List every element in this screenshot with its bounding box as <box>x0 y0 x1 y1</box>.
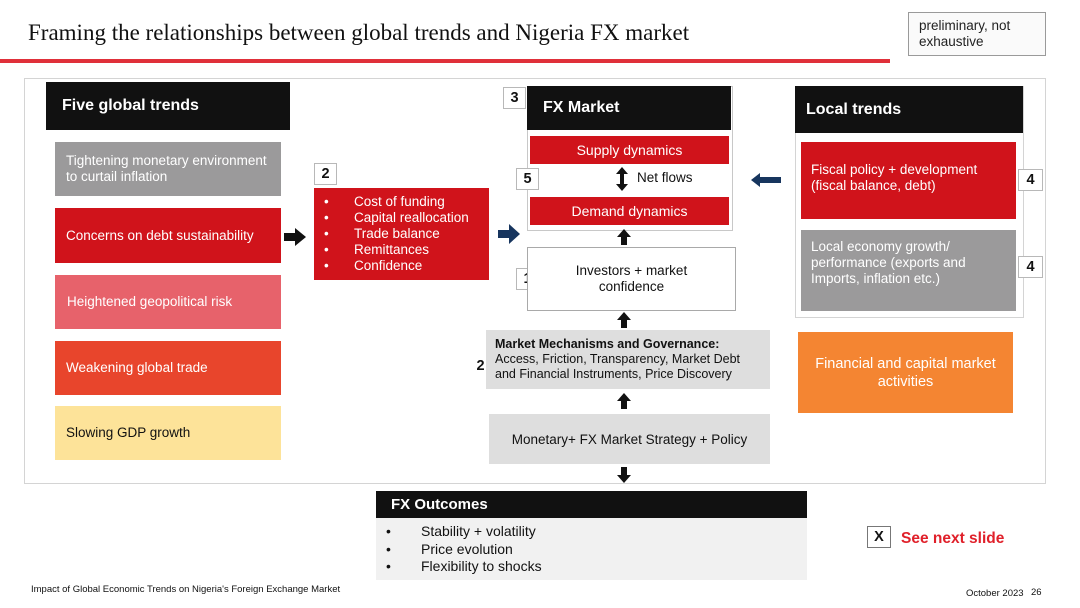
net-flows-label: Net flows <box>637 170 693 185</box>
arrow-up-icon <box>616 311 632 328</box>
fx-outcomes-box: Stability + volatility Price evolution F… <box>376 518 807 580</box>
list-item: Trade balance <box>314 226 489 242</box>
list-item: Confidence <box>314 258 489 274</box>
list-item: Stability + volatility <box>376 523 807 541</box>
footer-date: October 2023 <box>966 588 1024 599</box>
list-item: Remittances <box>314 242 489 258</box>
up-down-arrow-icon <box>614 167 630 191</box>
trend-debt-sustainability: Concerns on debt sustainability <box>55 208 281 263</box>
trend-label: Weakening global trade <box>66 360 208 375</box>
arrow-right-icon <box>496 222 522 246</box>
list-item: Capital reallocation <box>314 210 489 226</box>
title-underline <box>0 59 890 63</box>
arrow-up-icon <box>616 392 632 409</box>
supply-dynamics-box: Supply dynamics <box>530 136 729 164</box>
fiscal-policy-label: Fiscal policy + development (fiscal bala… <box>811 162 978 193</box>
fiscal-number-badge: 4 <box>1018 169 1043 191</box>
local-economy-box: Local economy growth/ performance (expor… <box>801 230 1016 311</box>
outcomes-list: Stability + volatility Price evolution F… <box>376 523 807 576</box>
arrow-down-icon <box>616 466 632 483</box>
global-trends-header: Five global trends <box>46 82 290 130</box>
trend-global-trade: Weakening global trade <box>55 341 281 395</box>
list-item: Price evolution <box>376 541 807 559</box>
arrow-left-icon <box>750 172 782 188</box>
trend-gdp-growth: Slowing GDP growth <box>55 406 281 460</box>
channels-number-badge: 2 <box>314 163 337 185</box>
page-title: Framing the relationships between global… <box>28 20 690 45</box>
fx-market-number-badge: 3 <box>503 87 526 109</box>
local-trends-header: Local trends <box>795 86 1023 133</box>
investors-confidence-box: Investors + market confidence <box>527 247 736 311</box>
local-economy-label: Local economy growth/ performance (expor… <box>811 239 966 286</box>
channels-list: Cost of funding Capital reallocation Tra… <box>314 194 489 274</box>
arrow-right-icon <box>282 226 308 248</box>
page-number: 26 <box>1031 587 1042 598</box>
trend-label: Tightening monetary environment to curta… <box>66 153 267 184</box>
trend-geopolitical-risk: Heightened geopolitical risk <box>55 275 281 329</box>
mechanisms-description: Access, Friction, Transparency, Market D… <box>495 352 740 381</box>
see-next-slide-link[interactable]: See next slide <box>901 530 1005 547</box>
net-flows-number-badge: 5 <box>516 168 539 190</box>
list-item: Flexibility to shocks <box>376 558 807 576</box>
financial-market-box: Financial and capital market activities <box>798 332 1013 413</box>
economy-number-badge: 4 <box>1018 256 1043 278</box>
monetary-policy-box: Monetary+ FX Market Strategy + Policy <box>489 414 770 464</box>
footer-source: Impact of Global Economic Trends on Nige… <box>31 584 341 595</box>
fx-outcomes-header: FX Outcomes <box>376 491 807 518</box>
arrow-up-icon <box>616 228 632 245</box>
next-slide-marker: X <box>867 526 891 548</box>
mechanisms-number-badge: 2 <box>476 358 485 374</box>
trend-label: Slowing GDP growth <box>66 425 191 440</box>
mechanisms-title: Market Mechanisms and Governance: <box>495 337 720 351</box>
fx-market-header: FX Market <box>527 86 731 130</box>
list-item: Cost of funding <box>314 194 489 210</box>
trend-label: Concerns on debt sustainability <box>66 227 254 243</box>
demand-dynamics-box: Demand dynamics <box>530 197 729 225</box>
trend-monetary-tightening: Tightening monetary environment to curta… <box>55 142 281 196</box>
preliminary-note: preliminary, not exhaustive <box>908 12 1046 56</box>
market-mechanisms-box: Market Mechanisms and Governance: Access… <box>486 330 770 389</box>
trend-label: Heightened geopolitical risk <box>67 294 233 309</box>
fiscal-policy-box: Fiscal policy + development (fiscal bala… <box>801 142 1016 219</box>
transmission-channels-box: Cost of funding Capital reallocation Tra… <box>314 188 489 280</box>
